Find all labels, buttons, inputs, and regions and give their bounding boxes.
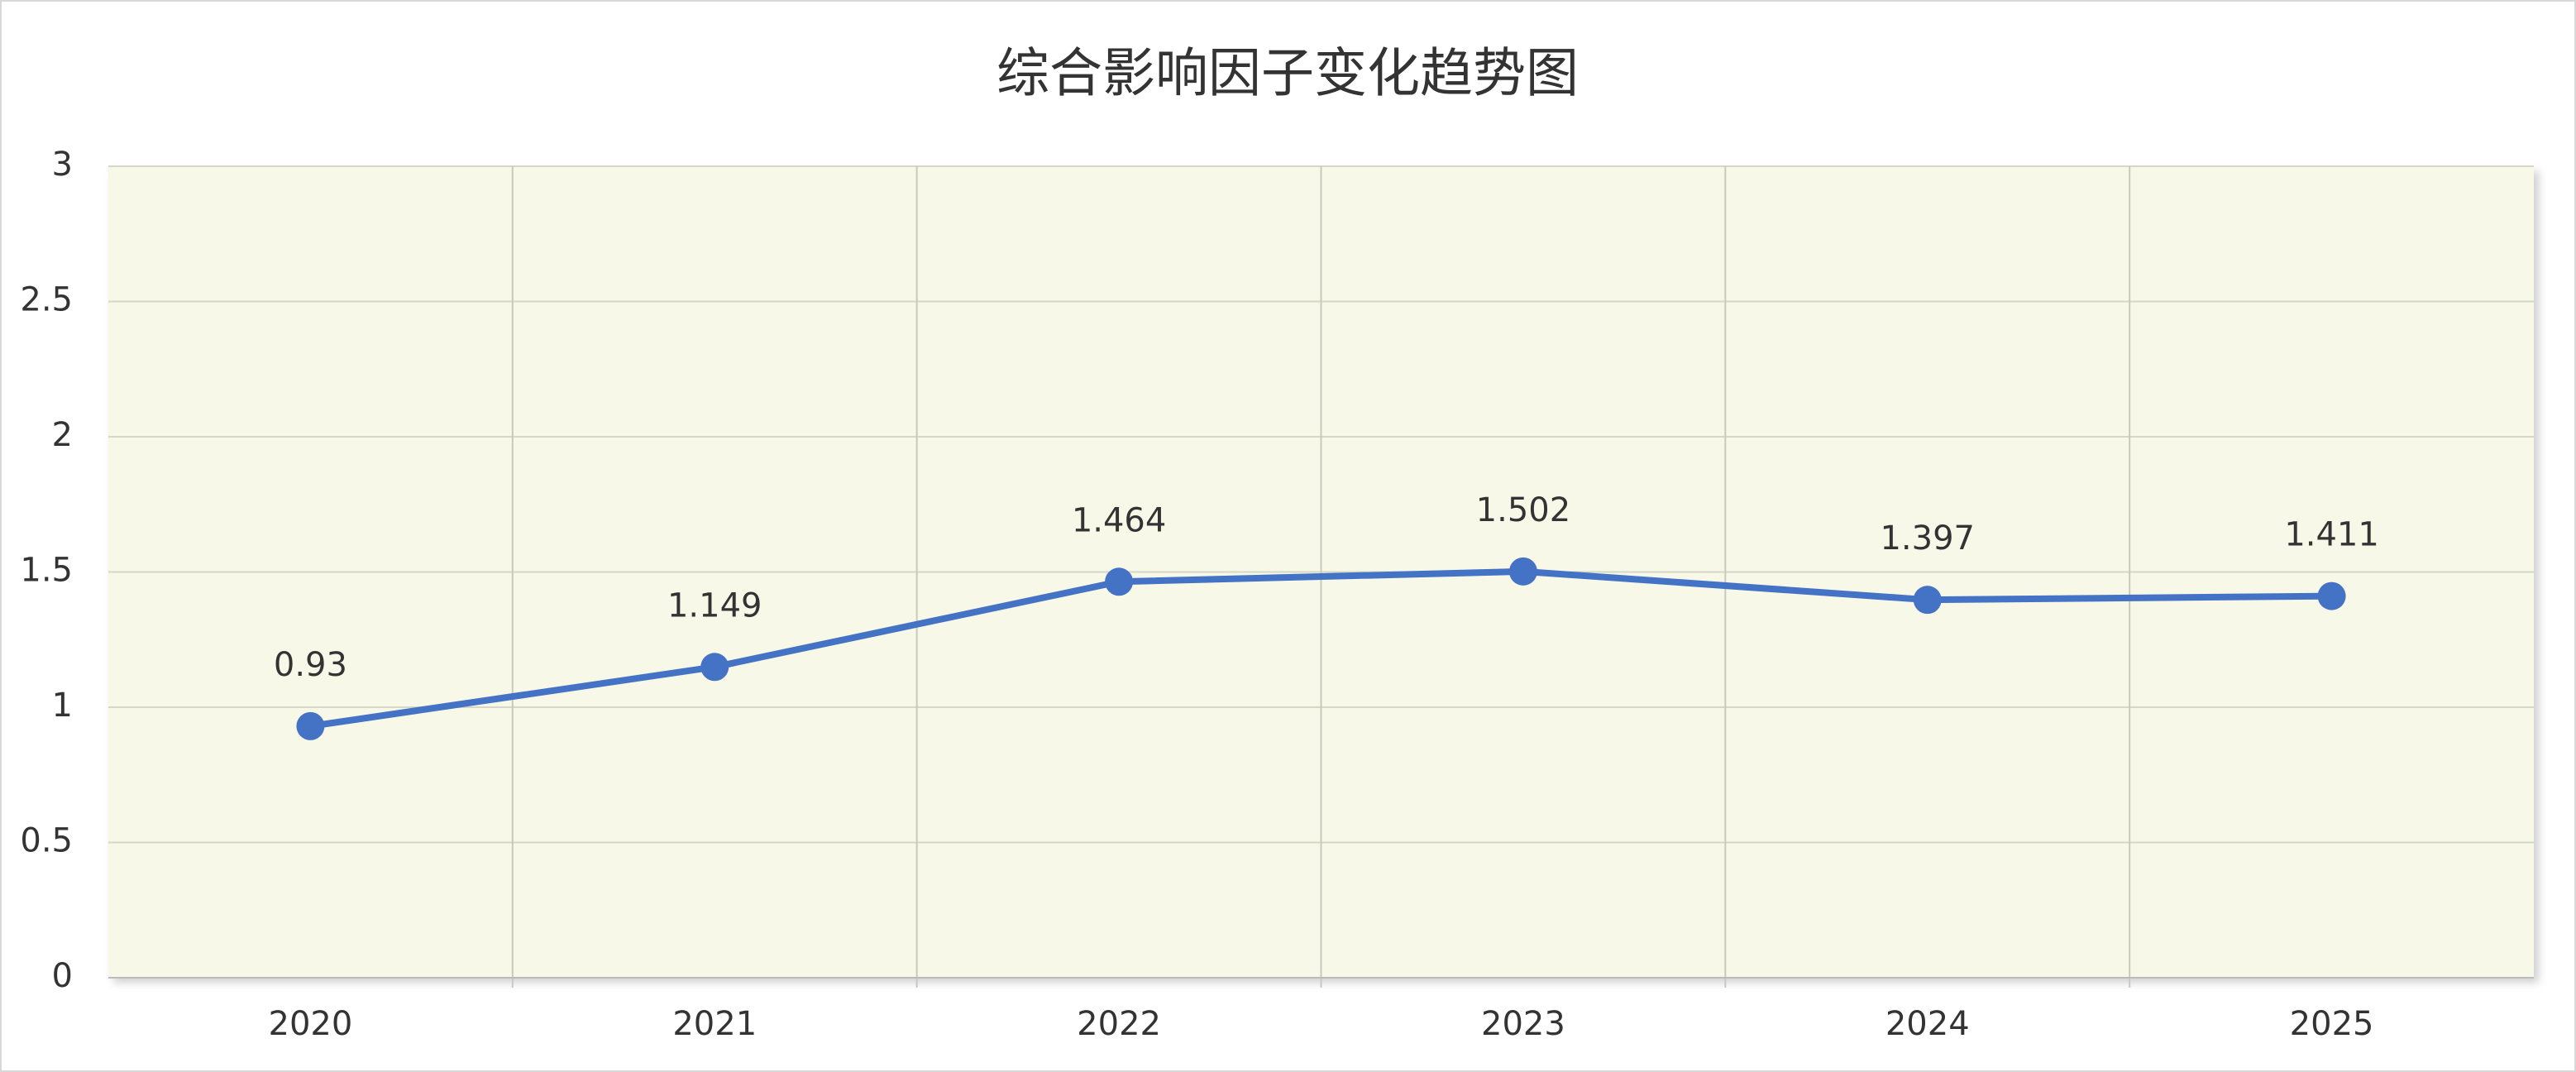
x-tick-label: 2025: [2290, 1005, 2374, 1043]
y-tick-label: 2: [52, 416, 73, 454]
x-tick-label: 2024: [1885, 1005, 1970, 1043]
data-label: 1.502: [1476, 491, 1571, 529]
y-tick-label: 2.5: [20, 281, 73, 319]
x-tick-label: 2023: [1481, 1005, 1565, 1043]
line: [309, 567, 2332, 730]
data-label: 1.149: [667, 586, 762, 625]
x-tick-label: 2020: [269, 1005, 353, 1043]
x-tick-label: 2022: [1077, 1005, 1161, 1043]
y-tick-label: 0: [52, 957, 73, 995]
point: [1508, 557, 1537, 586]
x-tick-label: 2021: [672, 1005, 757, 1043]
y-tick-label: 0.5: [20, 822, 73, 860]
point: [700, 653, 729, 682]
data-label: 1.411: [2284, 516, 2379, 554]
point: [2317, 581, 2346, 610]
data-label: 1.464: [1072, 501, 1167, 539]
data-label: 1.397: [1880, 519, 1975, 558]
point: [1105, 567, 1134, 596]
chart-title: 综合影响因子变化趋势图: [996, 44, 1579, 105]
point: [296, 711, 325, 740]
data-label: 0.93: [274, 646, 347, 684]
y-tick-label: 3: [52, 146, 73, 184]
y-tick-label: 1.5: [20, 552, 73, 590]
y-tick-label: 1: [52, 687, 73, 725]
point: [1913, 586, 1942, 615]
